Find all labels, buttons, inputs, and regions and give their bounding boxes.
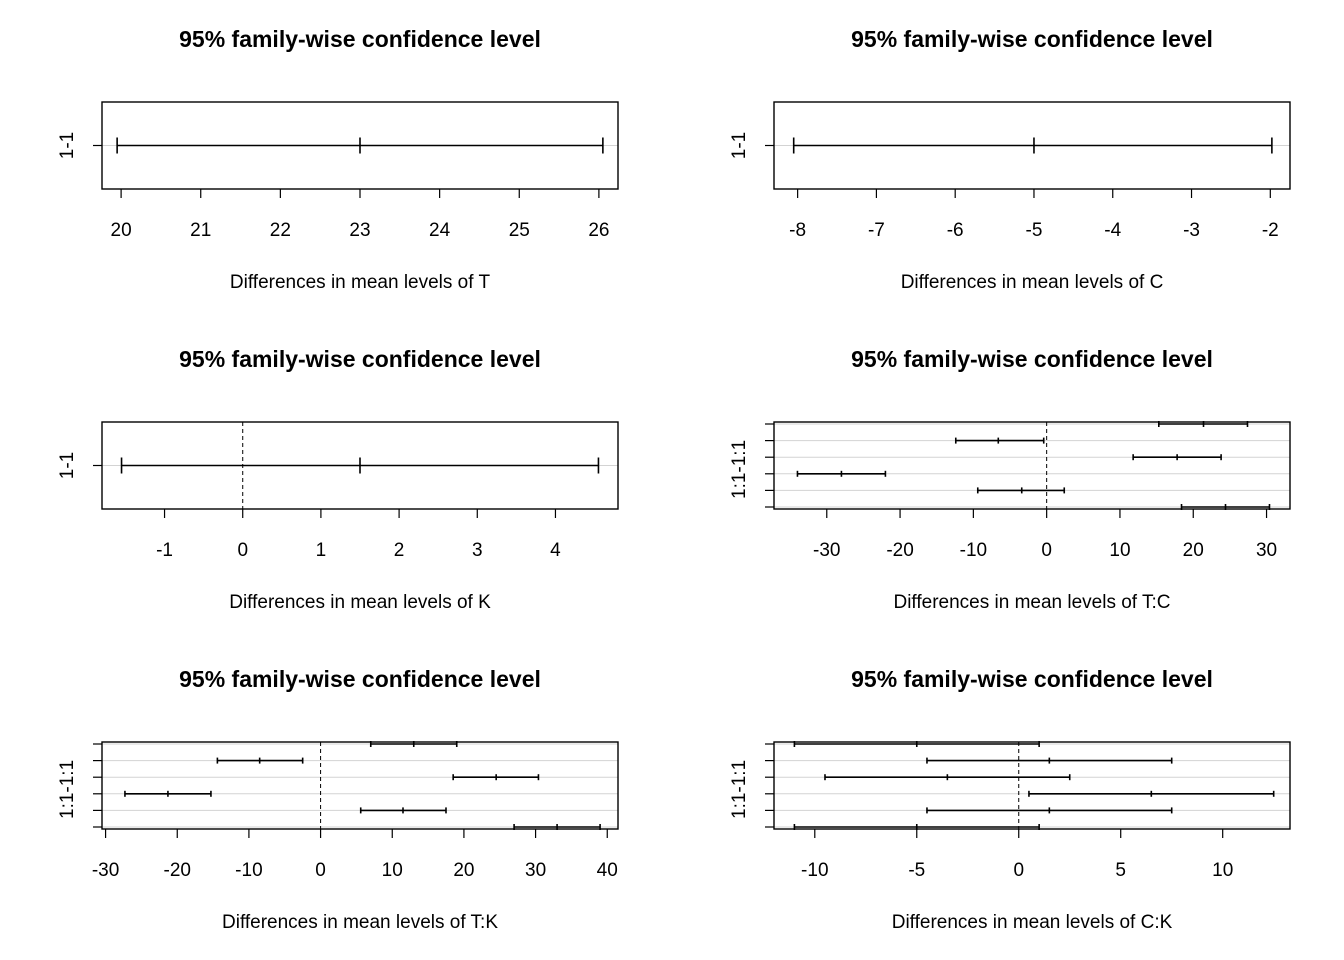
x-tick-label: 20: [1183, 540, 1204, 561]
x-tick-label: 1: [316, 540, 327, 561]
chart-panel-5: 95% family-wise confidence level -30 -20 -1…: [57, 666, 619, 933]
plot-frame: [773, 741, 1291, 830]
x-tick-label: -5: [1026, 220, 1043, 241]
x-tick-label: 22: [270, 220, 291, 241]
x-tick-label: 30: [525, 860, 546, 881]
y-tick-label: 1:1-1:1: [729, 440, 750, 499]
x-tick-label: -10: [235, 860, 262, 881]
chart-title: 95% family-wise confidence level: [851, 346, 1213, 372]
chart-title: 95% family-wise confidence level: [179, 666, 541, 692]
x-tick-label: 24: [429, 220, 451, 241]
x-tick-label: -30: [813, 540, 840, 561]
y-tick-label: 1:1-1:1: [729, 760, 750, 819]
x-tick-label: 23: [349, 220, 370, 241]
x-tick-label: -10: [801, 860, 828, 881]
x-axis-label: Differences in mean levels of T: [230, 272, 491, 293]
chart-title: 95% family-wise confidence level: [851, 666, 1213, 692]
y-tick-label: 1-1: [57, 452, 78, 479]
x-tick-label: -2: [1262, 220, 1279, 241]
x-axis-label: Differences in mean levels of C:K: [892, 912, 1173, 933]
x-axis-label: Differences in mean levels of T:K: [222, 912, 498, 933]
x-tick-label: 0: [237, 540, 248, 561]
chart-title: 95% family-wise confidence level: [179, 346, 541, 372]
x-tick-label: 26: [588, 220, 609, 241]
x-tick-label: -8: [789, 220, 806, 241]
x-tick-label: 10: [1212, 860, 1233, 881]
x-tick-label: 0: [1041, 540, 1052, 561]
x-tick-label: -30: [92, 860, 119, 881]
x-tick-label: -20: [886, 540, 913, 561]
x-tick-label: 3: [472, 540, 483, 561]
x-axis-label: Differences in mean levels of C: [901, 272, 1164, 293]
chart-panel-4: 95% family-wise confidence level -30 -20 -1…: [729, 346, 1291, 613]
y-tick-label: 1-1: [729, 132, 750, 159]
x-tick-label: 25: [509, 220, 530, 241]
x-tick-label: 20: [111, 220, 132, 241]
x-tick-label: 0: [1013, 860, 1024, 881]
x-tick-label: 2: [394, 540, 405, 561]
x-tick-label: -20: [164, 860, 191, 881]
chart-panel-1: 95% family-wise confidence level 20 21 22 23…: [57, 26, 619, 293]
x-tick-label: 5: [1115, 860, 1126, 881]
chart-panel-3: 95% family-wise confidence level -1 0 1 2 3 4 D…: [57, 346, 619, 613]
plot-frame: [101, 741, 619, 830]
x-tick-label: 0: [315, 860, 326, 881]
x-axis-label: Differences in mean levels of K: [229, 592, 491, 613]
x-tick-label: -3: [1183, 220, 1200, 241]
x-tick-label: 4: [550, 540, 561, 561]
x-tick-label: -10: [960, 540, 987, 561]
x-tick-label: -5: [908, 860, 925, 881]
x-tick-label: 30: [1256, 540, 1277, 561]
x-tick-label: 10: [1109, 540, 1130, 561]
y-tick-label: 1:1-1:1: [57, 760, 78, 819]
x-axis-label: Differences in mean levels of T:C: [893, 592, 1170, 613]
x-tick-label: -1: [156, 540, 173, 561]
chart-title: 95% family-wise confidence level: [179, 26, 541, 52]
x-tick-label: -7: [868, 220, 885, 241]
x-tick-label: -6: [947, 220, 964, 241]
x-tick-label: 21: [190, 220, 211, 241]
chart-panel-2: 95% family-wise confidence level -8 -7 -6 -5…: [729, 26, 1291, 293]
chart-panel-6: 95% family-wise confidence level -10 -5 0 5 1…: [729, 666, 1291, 933]
x-tick-label: 40: [597, 860, 618, 881]
chart-title: 95% family-wise confidence level: [851, 26, 1213, 52]
x-tick-label: 20: [453, 860, 474, 881]
x-tick-label: -4: [1104, 220, 1121, 241]
plot-frame: [773, 421, 1291, 510]
x-tick-label: 10: [382, 860, 403, 881]
y-tick-label: 1-1: [57, 132, 78, 159]
